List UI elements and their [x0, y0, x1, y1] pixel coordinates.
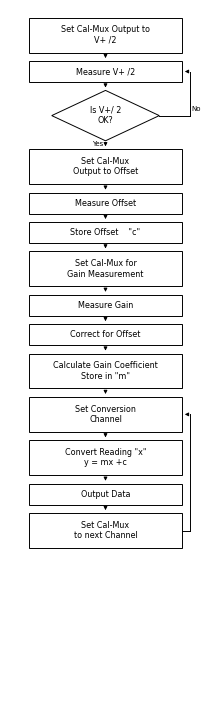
FancyBboxPatch shape	[29, 251, 182, 286]
Text: Measure V+ /2: Measure V+ /2	[76, 67, 135, 76]
Text: Yes: Yes	[92, 141, 103, 148]
Text: Calculate Gain Coefficient
Store in "m": Calculate Gain Coefficient Store in "m"	[53, 361, 158, 381]
FancyBboxPatch shape	[29, 513, 182, 548]
FancyBboxPatch shape	[29, 18, 182, 53]
Text: Set Cal-Mux Output to
V+ /2: Set Cal-Mux Output to V+ /2	[61, 26, 150, 45]
FancyBboxPatch shape	[29, 295, 182, 316]
FancyBboxPatch shape	[29, 149, 182, 184]
Text: Correct for Offset: Correct for Offset	[70, 330, 141, 339]
Polygon shape	[52, 91, 159, 141]
Text: Convert Reading "x"
y = mx +c: Convert Reading "x" y = mx +c	[65, 448, 146, 468]
Text: Is V+/ 2
OK?: Is V+/ 2 OK?	[90, 106, 121, 125]
FancyBboxPatch shape	[29, 353, 182, 388]
FancyBboxPatch shape	[29, 324, 182, 345]
Text: Set Conversion
Channel: Set Conversion Channel	[75, 405, 136, 424]
Text: Measure Offset: Measure Offset	[75, 198, 136, 208]
Text: Set Cal-Mux for
Gain Measurement: Set Cal-Mux for Gain Measurement	[67, 259, 144, 278]
FancyBboxPatch shape	[29, 483, 182, 505]
Text: Set Cal-Mux
to next Channel: Set Cal-Mux to next Channel	[74, 521, 137, 540]
FancyBboxPatch shape	[29, 397, 182, 432]
Text: Store Offset    "c": Store Offset "c"	[70, 228, 141, 237]
FancyBboxPatch shape	[29, 222, 182, 243]
Text: No: No	[191, 106, 201, 112]
FancyBboxPatch shape	[29, 193, 182, 213]
FancyBboxPatch shape	[29, 61, 182, 82]
Text: Measure Gain: Measure Gain	[78, 301, 133, 310]
Text: Set Cal-Mux
Output to Offset: Set Cal-Mux Output to Offset	[73, 157, 138, 176]
Text: Output Data: Output Data	[81, 490, 130, 498]
FancyBboxPatch shape	[29, 441, 182, 476]
